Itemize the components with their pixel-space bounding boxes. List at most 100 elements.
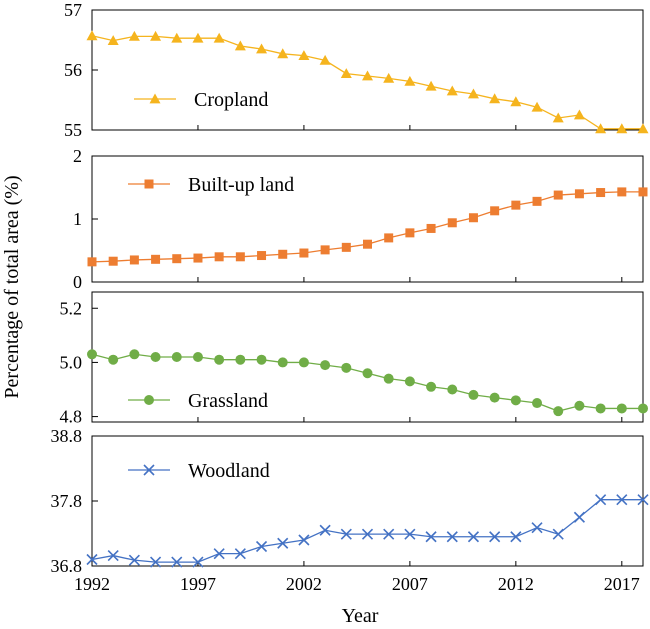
x-marker-stroke xyxy=(192,556,204,568)
data-point xyxy=(362,368,373,379)
data-point xyxy=(573,511,585,523)
data-point xyxy=(446,531,458,543)
data-point xyxy=(87,349,97,360)
x-marker-stroke xyxy=(552,528,564,540)
data-point xyxy=(447,218,457,228)
data-point xyxy=(468,389,479,400)
data-point xyxy=(616,403,627,414)
data-point xyxy=(107,35,119,45)
data-point xyxy=(446,85,458,96)
legend-marker xyxy=(143,464,155,476)
y-tick-label: 38.8 xyxy=(51,426,83,446)
legend-label: Woodland xyxy=(188,460,270,482)
data-point xyxy=(86,553,98,566)
data-point xyxy=(299,248,309,258)
data-point xyxy=(383,528,395,540)
x-marker-stroke xyxy=(404,528,416,540)
data-point xyxy=(171,352,182,362)
data-point xyxy=(383,373,394,384)
data-point xyxy=(511,200,521,210)
data-point xyxy=(192,352,203,362)
data-point xyxy=(151,254,161,264)
data-point xyxy=(150,352,161,362)
x-marker-stroke xyxy=(573,511,585,523)
data-point xyxy=(553,406,564,417)
data-point xyxy=(573,109,585,120)
panel-frame xyxy=(91,435,644,567)
data-point xyxy=(128,30,140,41)
data-point xyxy=(447,384,458,395)
data-point xyxy=(426,223,436,233)
data-point xyxy=(320,245,330,255)
y-tick-label: 1 xyxy=(73,209,82,229)
series-line xyxy=(91,353,643,412)
legend-marker xyxy=(149,93,161,104)
data-point xyxy=(256,43,268,54)
data-point xyxy=(404,528,416,540)
data-point xyxy=(405,228,415,238)
chart-panel: 4.8 5.0 5.2 Grassland xyxy=(60,291,648,427)
data-point xyxy=(86,30,98,41)
data-point xyxy=(192,556,204,568)
data-point xyxy=(214,252,224,262)
x-tick-label: 1997 xyxy=(180,574,216,594)
data-point xyxy=(552,112,564,123)
x-marker-stroke xyxy=(361,528,374,540)
x-marker-stroke xyxy=(425,531,437,543)
data-point xyxy=(490,206,500,216)
x-marker-stroke xyxy=(340,528,352,540)
data-point xyxy=(489,93,501,104)
x-marker-stroke xyxy=(383,528,395,540)
data-point xyxy=(320,360,331,371)
data-point xyxy=(361,528,374,540)
y-tick-label: 57 xyxy=(64,0,82,20)
data-point xyxy=(489,392,500,403)
data-point xyxy=(595,494,607,506)
x-marker-stroke xyxy=(446,531,458,543)
data-point xyxy=(171,556,183,568)
x-marker-stroke xyxy=(298,534,310,546)
x-marker-stroke xyxy=(234,548,246,560)
data-point xyxy=(467,531,480,543)
legend-marker xyxy=(144,179,154,189)
data-point xyxy=(213,548,225,560)
legend-label: Cropland xyxy=(194,89,268,111)
x-marker-stroke xyxy=(143,464,155,476)
data-point xyxy=(384,233,394,243)
x-marker-stroke xyxy=(150,556,162,568)
chart-panel: 55 56 57 Cropland xyxy=(64,0,649,140)
data-point xyxy=(150,30,162,41)
data-point xyxy=(277,537,289,549)
data-point xyxy=(595,403,606,414)
data-point xyxy=(510,395,521,406)
x-tick-label: 2002 xyxy=(286,574,322,594)
x-marker-stroke xyxy=(128,554,140,566)
data-point xyxy=(129,255,139,265)
data-point xyxy=(277,48,289,59)
data-point xyxy=(171,32,183,43)
data-point xyxy=(404,376,415,387)
data-point xyxy=(574,189,584,199)
data-point xyxy=(340,528,352,540)
data-point xyxy=(278,249,288,259)
x-tick-label: 2017 xyxy=(604,574,640,594)
data-point xyxy=(235,354,246,365)
data-point xyxy=(298,50,310,60)
data-point xyxy=(319,54,331,65)
data-point xyxy=(616,123,628,134)
y-tick-label: 5.2 xyxy=(60,298,83,318)
data-point xyxy=(404,75,416,86)
data-point xyxy=(489,531,501,543)
data-point xyxy=(107,550,119,562)
x-marker-stroke xyxy=(255,540,268,553)
data-point xyxy=(235,252,245,262)
legend-label: Grassland xyxy=(188,390,268,412)
y-tick-label: 2 xyxy=(73,146,82,166)
data-point xyxy=(637,494,649,506)
data-point xyxy=(552,528,564,540)
x-marker-stroke xyxy=(319,524,331,536)
data-point xyxy=(172,254,182,264)
x-marker-stroke xyxy=(637,494,649,506)
x-marker-stroke xyxy=(107,550,119,562)
y-tick-label: 5.0 xyxy=(60,352,83,372)
